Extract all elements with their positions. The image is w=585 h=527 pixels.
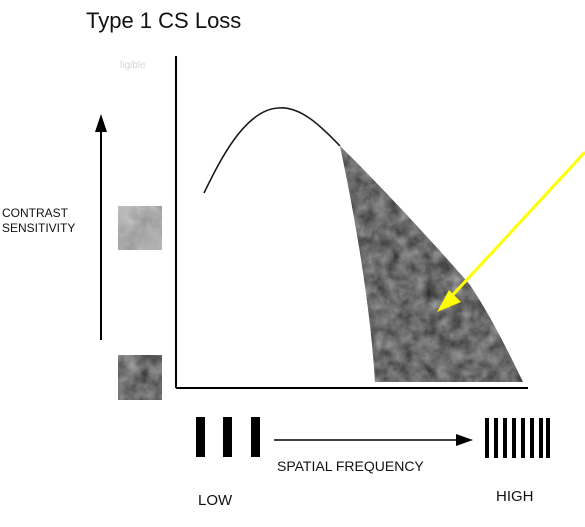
high-frequency-grating-icon — [485, 418, 550, 458]
x-axis-label: SPATIAL FREQUENCY — [277, 458, 424, 474]
y-axis-label: CONTRAST SENSITIVITY — [2, 206, 112, 236]
csf-curve — [203, 107, 341, 194]
low-contrast-patch-icon — [118, 206, 162, 250]
low-frequency-grating-icon — [196, 417, 260, 457]
y-axis-label-text: CONTRAST SENSITIVITY — [2, 206, 76, 235]
high-contrast-patch-icon — [118, 355, 162, 400]
high-label: HIGH — [496, 488, 534, 505]
right-arrow-icon — [274, 434, 473, 446]
shaded-loss-region — [340, 146, 523, 382]
low-label: LOW — [198, 492, 233, 509]
up-arrow-icon — [95, 114, 107, 340]
yellow-pointer-arrow — [437, 150, 585, 312]
faint-text: ligible — [120, 60, 146, 71]
diagram-title: Type 1 CS Loss — [86, 8, 242, 33]
